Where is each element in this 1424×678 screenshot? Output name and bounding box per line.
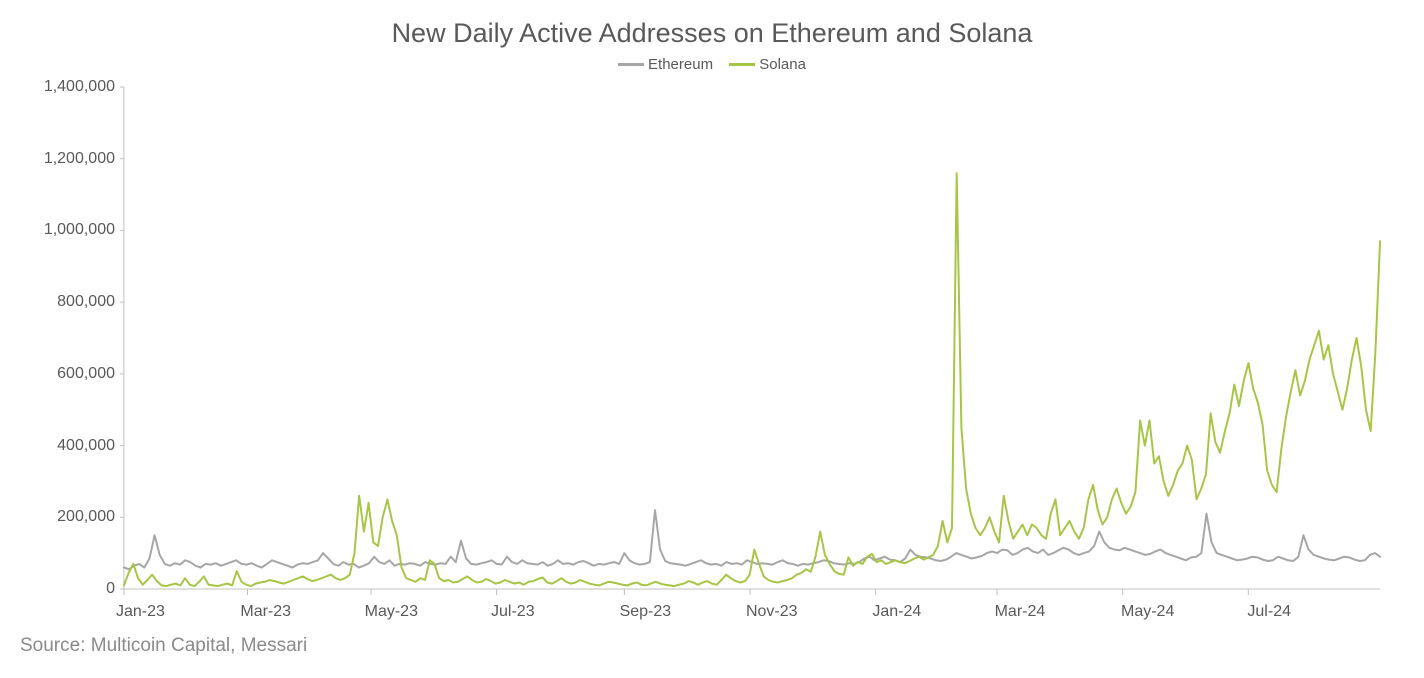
y-tick-label: 1,000,000 [44,221,115,239]
chart-container: New Daily Active Addresses on Ethereum a… [20,18,1404,657]
legend: Ethereum Solana [20,53,1404,73]
x-tick-label: May-24 [1121,603,1174,621]
x-tick-label: Jul-23 [491,603,535,621]
x-tick-label: Jul-24 [1247,603,1291,621]
legend-line-ethereum [618,63,644,66]
x-tick-label: Jan-23 [116,603,165,621]
x-tick-label: Sep-23 [620,603,672,621]
legend-item-ethereum: Ethereum [618,56,713,73]
y-tick-label: 0 [106,580,115,598]
x-axis-labels: Jan-23Mar-23May-23Jul-23Sep-23Nov-23Jan-… [120,603,1384,627]
x-tick-label: Mar-24 [995,603,1046,621]
y-tick-label: 400,000 [57,437,115,455]
legend-line-solana [729,63,755,66]
chart-plot-area: 0200,000400,000600,000800,0001,000,0001,… [120,79,1384,599]
y-tick-label: 600,000 [57,365,115,383]
y-tick-label: 200,000 [57,508,115,526]
legend-item-solana: Solana [729,56,806,73]
y-tick-label: 1,400,000 [44,78,115,96]
chart-title: New Daily Active Addresses on Ethereum a… [20,18,1404,49]
x-tick-label: May-23 [365,603,418,621]
x-tick-label: Nov-23 [746,603,798,621]
chart-svg [120,79,1384,599]
legend-label-solana: Solana [759,56,806,73]
y-tick-label: 800,000 [57,293,115,311]
chart-source: Source: Multicoin Capital, Messari [20,635,1404,657]
y-axis-labels: 0 200,000 400,000 600,000 800,000 1,000,000 1,… [25,79,115,599]
x-tick-label: Jan-24 [872,603,921,621]
x-tick-label: Mar-23 [240,603,291,621]
legend-label-ethereum: Ethereum [648,56,713,73]
y-tick-label: 1,200,000 [44,150,115,168]
